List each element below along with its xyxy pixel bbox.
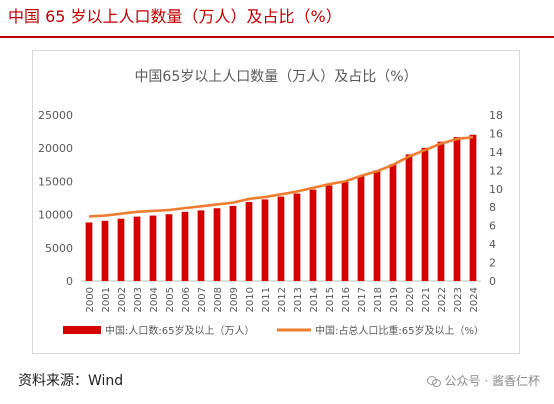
x-tick-label: 2021 [421,287,432,312]
bar [373,170,381,281]
watermark: 公众号 · 酱香仁杯 [426,372,540,389]
bar [85,222,93,281]
x-tick-label: 2020 [405,287,416,312]
source-note: 资料来源：Wind [18,373,124,389]
bar [245,202,253,281]
wechat-icon [426,375,441,387]
bar [341,181,349,281]
x-tick-label: 2022 [437,287,448,312]
bar-series [85,134,477,281]
legend-label-line: 中国:占总人口比重:65岁及以上（%） [315,324,484,337]
legend: 中国:人口数:65岁及以上（万人） 中国:占总人口比重:65岁及以上（%） [63,324,484,337]
left-axis: 0 5000 10000 15000 20000 25000 [38,109,481,288]
bar [421,147,429,281]
x-tick-label: 2017 [357,287,368,312]
title-divider [0,36,554,38]
bar [229,205,237,281]
x-tick-label: 2006 [181,287,192,312]
x-tick-label: 2009 [229,287,240,312]
x-tick-label: 2005 [165,287,176,312]
x-tick-label: 2012 [277,287,288,312]
x-tick-label: 2007 [197,287,208,312]
bar [261,199,269,281]
page-title: 中国 65 岁以上人口数量（万人）及占比（%） [8,7,342,26]
bar [469,134,477,281]
chart-title: 中国65岁以上人口数量（万人）及占比（%） [134,69,417,85]
x-tick-label: 2004 [149,287,160,312]
bar [405,154,413,281]
x-tick-label: 2002 [117,287,128,312]
x-tick-label: 2016 [341,287,352,312]
chart-panel: 中国65岁以上人口数量（万人）及占比（%） 0 5000 10000 15000 200… [32,50,520,354]
bar [389,164,397,281]
left-axis-tick-label: 20000 [38,142,73,155]
right-axis-tick-label: 8 [489,201,496,214]
x-tick-label: 2018 [373,287,384,312]
x-tick-label: 2015 [325,287,336,312]
x-tick-label: 2011 [261,287,272,312]
bar [165,214,173,281]
x-tick-label: 2023 [453,287,464,312]
bar [181,211,189,281]
watermark-text: 公众号 · 酱香仁杯 [444,374,540,388]
bar [293,193,301,281]
x-tick-label: 2019 [389,287,400,312]
right-axis-tick-label: 6 [489,220,496,233]
chart-svg: 中国65岁以上人口数量（万人）及占比（%） 050001000015000200… [38,69,503,337]
bar [101,220,109,281]
bar [149,215,157,281]
right-axis-tick-label: 12 [489,164,503,177]
bar [357,175,365,281]
x-tick-label: 2000 [85,287,96,312]
x-tick-label: 2001 [101,287,112,312]
line-series [88,135,474,218]
right-axis-tick-label: 4 [489,238,496,251]
left-axis-tick-label: 25000 [38,109,73,122]
right-axis-tick-label: 10 [489,183,503,196]
x-tick-label: 2003 [133,287,144,312]
bar [117,218,125,281]
left-axis-tick-label: 10000 [38,209,73,222]
bar [437,141,445,281]
x-tick-label: 2010 [245,287,256,312]
right-axis-tick-label: 18 [489,109,503,122]
bar [325,185,333,281]
right-axis-tick-label: 16 [489,127,503,140]
legend-swatch-bar [63,326,101,334]
x-tick-label: 2024 [469,287,480,312]
x-tick-label: 2008 [213,287,224,312]
right-axis: 0 2 4 6 8 10 12 14 16 18 [489,109,503,288]
x-axis: 2000 2001 2002 2003 2004 2005 2006 2007 2008 2009… [85,287,480,312]
right-axis-tick-label: 14 [489,146,503,159]
bar [133,216,141,281]
bar [213,208,221,281]
left-axis-tick-label: 5000 [45,242,73,255]
bar [453,137,461,281]
bar [309,189,317,281]
right-axis-tick-label: 2 [489,257,496,270]
x-tick-label: 2013 [293,287,304,312]
legend-label-bar: 中国:人口数:65岁及以上（万人） [105,324,254,337]
bar [277,196,285,281]
left-axis-tick-label: 0 [66,275,73,288]
right-axis-tick-label: 0 [489,275,496,288]
bar [197,210,205,281]
x-tick-label: 2014 [309,287,320,312]
left-axis-tick-label: 15000 [38,175,73,188]
